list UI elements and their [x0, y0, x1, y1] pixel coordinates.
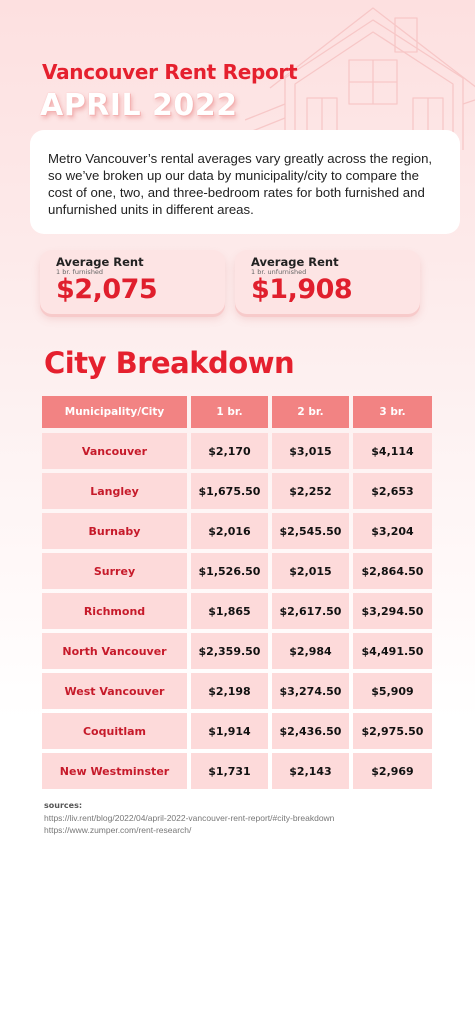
rent-cell-1br: $2,170: [191, 433, 268, 469]
rent-cell-1br: $1,675.50: [191, 473, 268, 509]
rent-cell-2br: $2,984: [272, 633, 349, 669]
column-header: Municipality/City: [42, 396, 187, 428]
city-breakdown-title: City Breakdown: [44, 346, 295, 380]
rent-cell-1br: $2,359.50: [191, 633, 268, 669]
rent-cell-3br: $4,114: [353, 433, 432, 469]
sources-label: sources:: [44, 801, 83, 810]
city-name-cell: Vancouver: [42, 433, 187, 469]
report-date-heading: APRIL 2022: [40, 88, 238, 123]
stat-sublabel: 1 br. furnished: [56, 268, 104, 276]
city-name-cell: West Vancouver: [42, 673, 187, 709]
rent-cell-2br: $2,252: [272, 473, 349, 509]
rent-cell-3br: $5,909: [353, 673, 432, 709]
rent-cell-2br: $2,617.50: [272, 593, 349, 629]
city-name-cell: Surrey: [42, 553, 187, 589]
rent-cell-3br: $2,969: [353, 753, 432, 789]
average-rent-unfurnished-card: Average Rent 1 br. unfurnished $1,908: [235, 250, 420, 314]
rent-cell-3br: $3,294.50: [353, 593, 432, 629]
report-title: Vancouver Rent Report: [42, 60, 298, 84]
rent-cell-1br: $1,914: [191, 713, 268, 749]
rent-cell-2br: $3,274.50: [272, 673, 349, 709]
rent-cell-1br: $1,731: [191, 753, 268, 789]
intro-paragraph: Metro Vancouver’s rental averages vary g…: [48, 151, 433, 217]
rent-cell-2br: $2,545.50: [272, 513, 349, 549]
column-header: 3 br.: [353, 396, 432, 428]
rent-cell-3br: $2,653: [353, 473, 432, 509]
city-name-cell: Richmond: [42, 593, 187, 629]
column-header: 2 br.: [272, 396, 349, 428]
city-name-cell: North Vancouver: [42, 633, 187, 669]
city-breakdown-table: Municipality/City 1 br. 2 br. 3 br. Vanc…: [42, 396, 432, 789]
rent-cell-2br: $3,015: [272, 433, 349, 469]
intro-card: [30, 130, 460, 234]
city-name-cell: Coquitlam: [42, 713, 187, 749]
rent-cell-1br: $2,198: [191, 673, 268, 709]
rent-cell-3br: $2,864.50: [353, 553, 432, 589]
rent-cell-1br: $2,016: [191, 513, 268, 549]
rent-cell-1br: $1,865: [191, 593, 268, 629]
rent-cell-3br: $2,975.50: [353, 713, 432, 749]
rent-cell-3br: $3,204: [353, 513, 432, 549]
column-header: 1 br.: [191, 396, 268, 428]
source-link-zumper[interactable]: https://www.zumper.com/rent-research/: [44, 825, 192, 835]
city-name-cell: Burnaby: [42, 513, 187, 549]
city-name-cell: New Westminster: [42, 753, 187, 789]
rent-cell-3br: $4,491.50: [353, 633, 432, 669]
stat-label: Average Rent: [251, 255, 339, 269]
rent-cell-2br: $2,015: [272, 553, 349, 589]
stat-value: $2,075: [56, 274, 158, 305]
city-name-cell: Langley: [42, 473, 187, 509]
rent-cell-1br: $1,526.50: [191, 553, 268, 589]
rent-cell-2br: $2,143: [272, 753, 349, 789]
average-rent-furnished-card: Average Rent 1 br. furnished $2,075: [40, 250, 225, 314]
rent-cell-2br: $2,436.50: [272, 713, 349, 749]
stat-value: $1,908: [251, 274, 353, 305]
stat-sublabel: 1 br. unfurnished: [251, 268, 307, 276]
stat-label: Average Rent: [56, 255, 144, 269]
source-link-livrent[interactable]: https://liv.rent/blog/2022/04/april-2022…: [44, 813, 335, 823]
